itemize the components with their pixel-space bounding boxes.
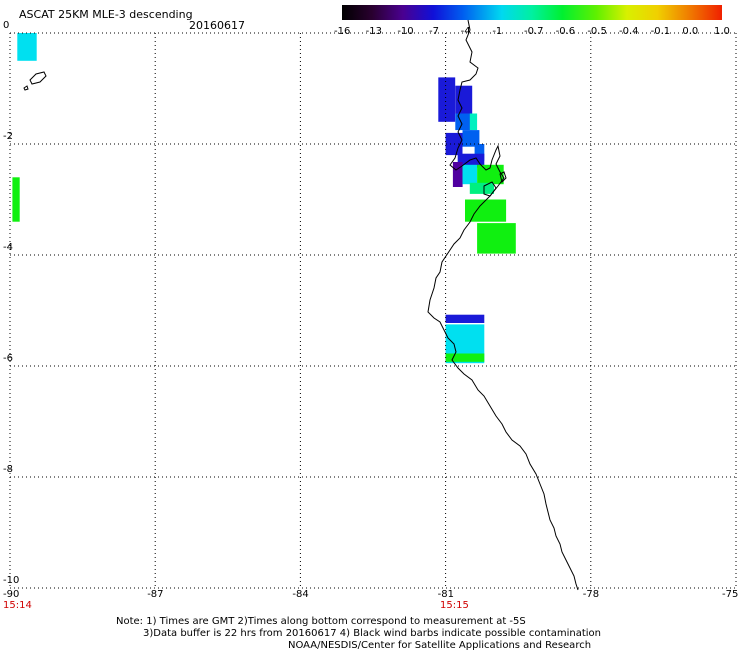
colorbar-label-7: -0.6 bbox=[555, 26, 576, 37]
colorbar-label-0: -16 bbox=[334, 26, 351, 37]
wind-cell-10 bbox=[452, 162, 463, 187]
x-label-1: -87 bbox=[147, 589, 164, 600]
galapagos-islet bbox=[23, 85, 29, 91]
x-label-2: -84 bbox=[292, 589, 309, 600]
colorbar-label-5: -1 bbox=[492, 26, 503, 37]
wind-cells bbox=[12, 33, 516, 364]
island-small bbox=[499, 171, 507, 183]
galapagos-island bbox=[29, 71, 47, 85]
wind-cell-7 bbox=[462, 130, 480, 147]
wind-cell-2 bbox=[438, 77, 456, 122]
wind-cell-14 bbox=[465, 199, 507, 222]
wind-cell-13 bbox=[469, 182, 494, 194]
time-label-left: 15:14 bbox=[3, 600, 32, 611]
x-label-3: -81 bbox=[437, 589, 454, 600]
y-label-3: -6 bbox=[3, 353, 13, 364]
chart-title: ASCAT 25KM MLE-3 descending bbox=[19, 8, 193, 21]
colorbar-label-3: -7 bbox=[429, 26, 439, 37]
note-line-2: 3)Data buffer is 22 hrs from 20160617 4)… bbox=[143, 628, 601, 639]
wind-cell-18 bbox=[445, 353, 485, 362]
wind-cell-8 bbox=[474, 144, 485, 161]
puna-island bbox=[483, 181, 497, 197]
colorbar-label-6: -0.7 bbox=[524, 26, 544, 37]
time-label-center: 15:15 bbox=[440, 600, 469, 611]
colorbar-label-8: -0.5 bbox=[587, 26, 607, 37]
y-label-0: 0 bbox=[3, 20, 10, 31]
colorbar-label-1: -13 bbox=[365, 26, 382, 37]
colorbar-label-12: 1.0 bbox=[714, 26, 730, 37]
colorbar-label-2: -10 bbox=[397, 26, 414, 37]
wind-cell-1 bbox=[12, 177, 20, 222]
y-label-4: -8 bbox=[3, 464, 13, 475]
wind-cell-12 bbox=[477, 164, 504, 185]
colorbar-label-10: -0.1 bbox=[650, 26, 671, 37]
wind-cell-5 bbox=[469, 113, 478, 131]
colorbar-label-11: 0.0 bbox=[682, 26, 699, 37]
wind-cell-11 bbox=[462, 164, 477, 185]
chart-date: 20160617 bbox=[189, 19, 245, 32]
grid-lines bbox=[9, 32, 737, 589]
x-label-5: -75 bbox=[722, 589, 739, 600]
coastline bbox=[23, 19, 579, 591]
x-label-0: -90 bbox=[3, 589, 20, 600]
note-line-1: Note: 1) Times are GMT 2)Times along bot… bbox=[116, 616, 526, 627]
x-label-4: -78 bbox=[582, 589, 600, 600]
wind-cell-15 bbox=[477, 223, 516, 254]
y-label-5: -10 bbox=[3, 575, 20, 586]
wind-cell-0 bbox=[17, 33, 37, 61]
y-label-2: -4 bbox=[3, 242, 13, 253]
colorbar-label-9: -0.4 bbox=[619, 26, 639, 37]
y-label-1: -2 bbox=[3, 131, 13, 142]
note-line-3: NOAA/NESDIS/Center for Satellite Applica… bbox=[288, 640, 592, 651]
coastline-path bbox=[427, 19, 579, 591]
wind-cell-16 bbox=[445, 314, 485, 323]
colorbar-label-4: -4 bbox=[460, 26, 471, 37]
wind-cell-4 bbox=[455, 113, 473, 131]
